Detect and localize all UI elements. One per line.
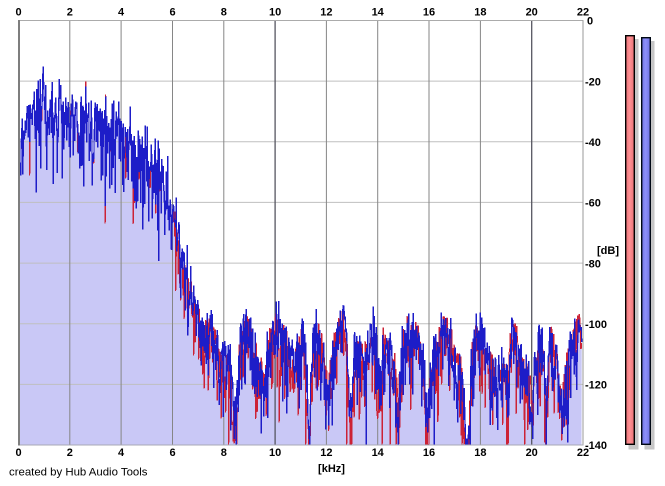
svg-text:16: 16	[423, 7, 435, 19]
svg-text:6: 6	[169, 447, 175, 459]
svg-text:-80: -80	[585, 258, 601, 270]
svg-text:4: 4	[118, 7, 125, 19]
svg-text:-140: -140	[585, 440, 607, 452]
svg-text:10: 10	[269, 447, 281, 459]
svg-text:20: 20	[526, 447, 538, 459]
svg-text:18: 18	[474, 447, 486, 459]
svg-text:0: 0	[15, 447, 21, 459]
svg-text:created by Hub Audio Tools: created by Hub Audio Tools	[9, 467, 148, 479]
svg-text:22: 22	[577, 7, 589, 19]
svg-text:2: 2	[67, 447, 73, 459]
svg-text:-120: -120	[585, 380, 607, 392]
svg-text:8: 8	[221, 447, 227, 459]
svg-text:0: 0	[587, 16, 593, 28]
svg-text:[kHz]: [kHz]	[318, 463, 345, 475]
svg-text:22: 22	[577, 447, 589, 459]
svg-text:12: 12	[320, 7, 332, 19]
svg-text:-40: -40	[585, 137, 601, 149]
svg-text:12: 12	[320, 447, 332, 459]
svg-text:-60: -60	[585, 198, 601, 210]
svg-text:[dB]: [dB]	[597, 245, 619, 257]
svg-text:8: 8	[221, 7, 227, 19]
svg-text:16: 16	[423, 447, 435, 459]
svg-text:20: 20	[526, 7, 538, 19]
svg-text:10: 10	[269, 7, 281, 19]
svg-text:2: 2	[67, 7, 73, 19]
svg-text:6: 6	[169, 7, 175, 19]
svg-text:18: 18	[474, 7, 486, 19]
svg-text:-20: -20	[585, 76, 601, 88]
svg-text:0: 0	[15, 7, 21, 19]
svg-text:14: 14	[372, 7, 385, 19]
svg-text:14: 14	[372, 447, 385, 459]
svg-text:-100: -100	[585, 319, 607, 331]
svg-text:4: 4	[118, 447, 125, 459]
